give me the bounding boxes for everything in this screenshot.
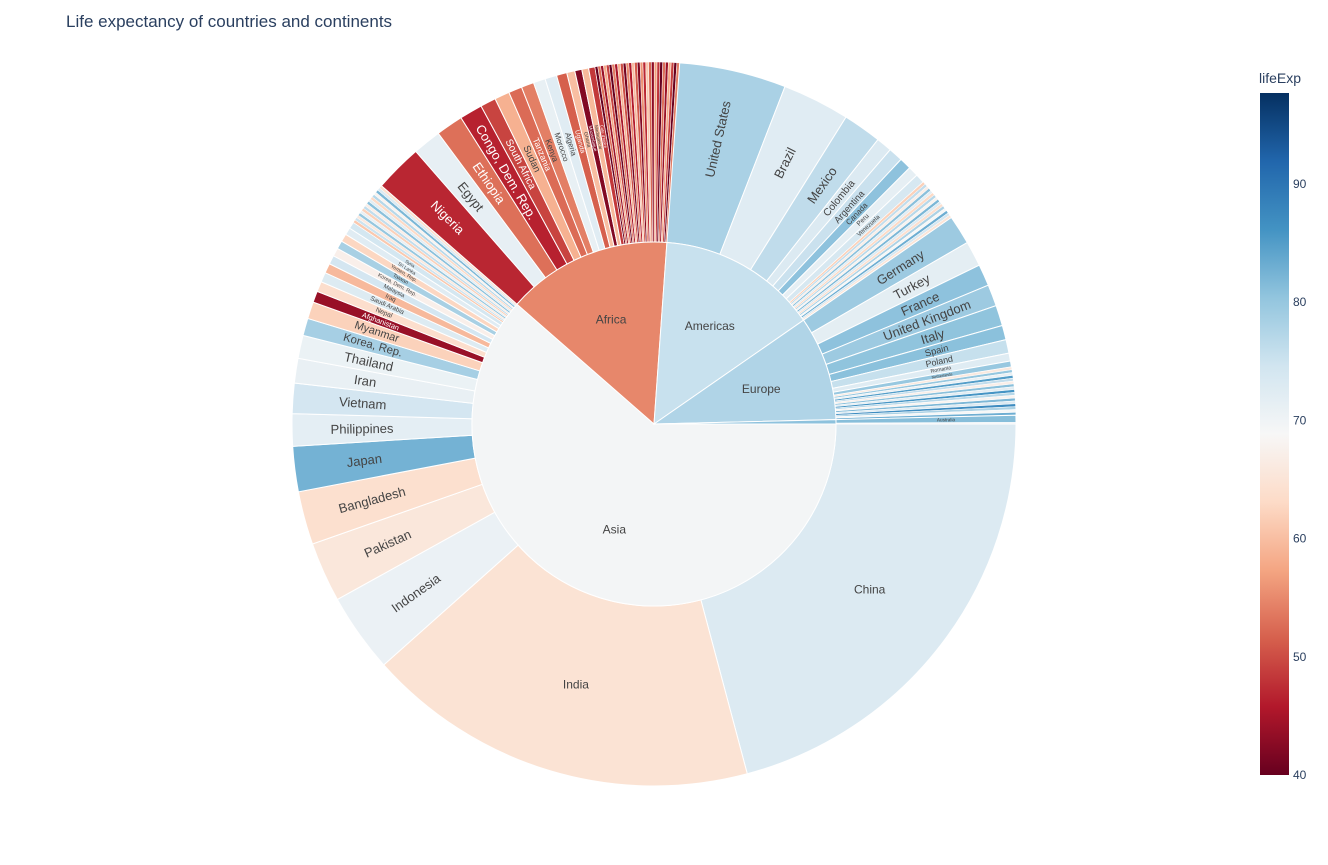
country-label-syria: Syria [404, 259, 416, 269]
continent-slice-oceania[interactable] [653, 419, 837, 425]
colorbar-tick-90: 90 [1293, 177, 1307, 191]
country-label-vietnam: Vietnam [339, 394, 387, 412]
continent-slice-asia[interactable] [471, 303, 837, 607]
chart-title: Life expectancy of countries and contine… [66, 12, 393, 31]
continent-label-africa: Africa [596, 313, 627, 327]
country-label-mozambique: Mozambique [588, 125, 598, 152]
continent-label-europe: Europe [742, 382, 781, 396]
country-label-ghana: Ghana [582, 131, 592, 148]
country-label-cote-d-ivoire: Cote d'Ivoire [599, 124, 608, 149]
continent-slice-africa[interactable] [516, 241, 668, 426]
continent-slice-europe[interactable] [652, 319, 837, 425]
continent-label-asia: Asia [603, 523, 627, 537]
country-label-china: China [854, 583, 886, 597]
continent-label-americas: Americas [685, 319, 735, 333]
colorbar-tick-60: 60 [1293, 532, 1307, 546]
country-label-india: India [563, 678, 589, 692]
colorbar-tick-50: 50 [1293, 650, 1307, 664]
country-label-italy: Italy [919, 326, 947, 348]
country-label-philippines: Philippines [330, 421, 394, 437]
country-label-romania: Romania [930, 365, 952, 375]
colorbar-tick-80: 80 [1293, 295, 1307, 309]
country-label-netherlands: Netherlands [931, 371, 953, 379]
country-label-iraq: Iraq [384, 293, 397, 304]
colorbar [1260, 93, 1289, 775]
continent-slice-americas[interactable] [653, 241, 805, 426]
colorbar-title: lifeExp [1259, 70, 1302, 86]
colorbar-tick-40: 40 [1293, 768, 1307, 782]
country-label-madagascar: Madagascar [594, 125, 604, 151]
country-label-iran: Iran [353, 372, 377, 390]
country-label-japan: Japan [346, 451, 383, 470]
country-label-australia: Australia [937, 417, 956, 422]
colorbar-tick-70: 70 [1293, 413, 1307, 427]
